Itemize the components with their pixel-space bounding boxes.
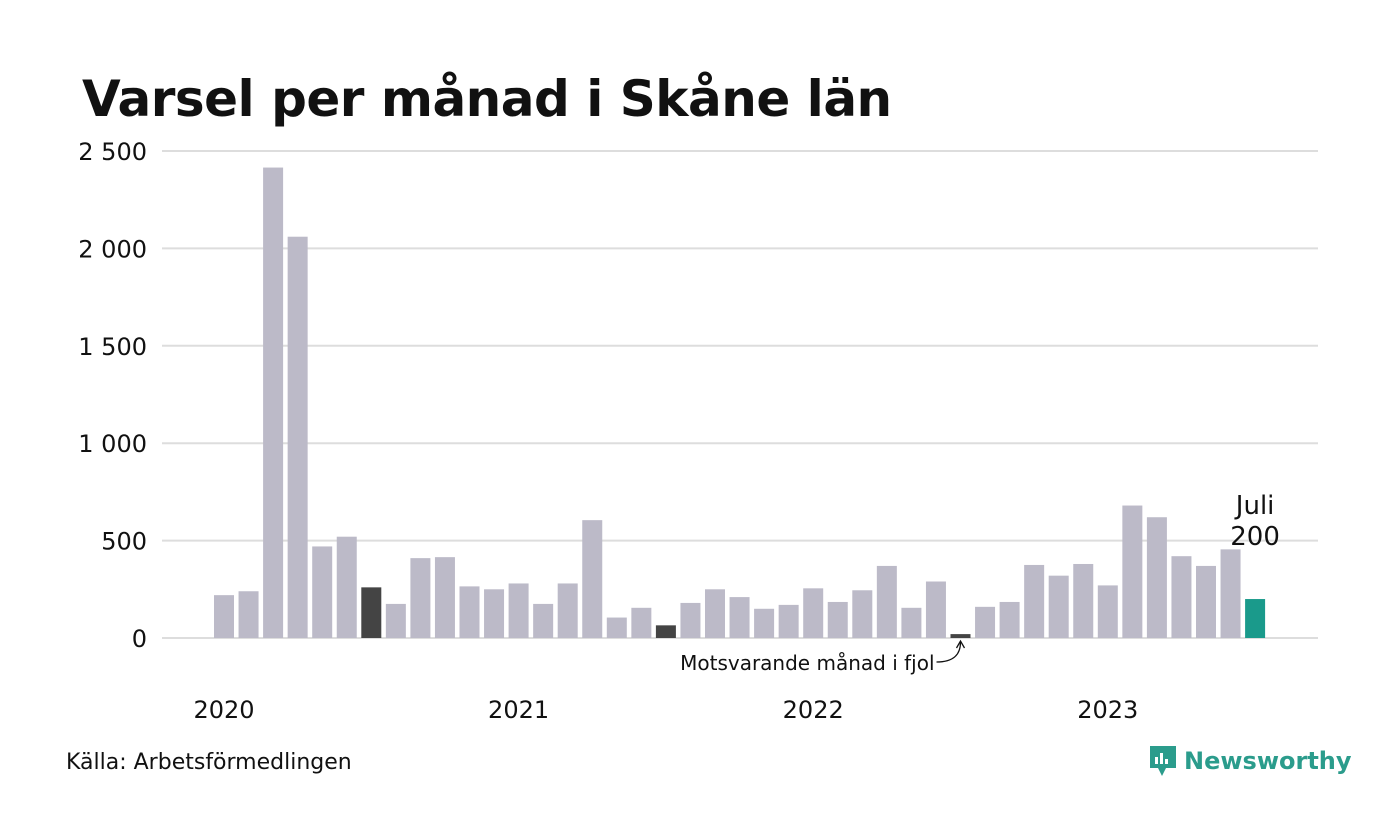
y-tick-label: 2 500 (78, 138, 147, 166)
bar-2023-06 (1220, 549, 1241, 638)
bar-2020-03 (263, 167, 284, 639)
bar-2023-04 (1171, 556, 1192, 638)
bar-2022-04 (876, 565, 897, 638)
bar-2020-07 (361, 587, 382, 638)
bar-2021-03 (557, 583, 578, 638)
x-year-label: 2021 (488, 696, 549, 724)
bar-2023-02 (1122, 505, 1143, 638)
bar-2021-02 (533, 603, 554, 638)
y-axis-ticks: 0 500 1 000 1 500 2 000 2 500 (78, 138, 147, 653)
source-note: Källa: Arbetsförmedlingen (66, 750, 352, 775)
bar-2021-08 (680, 602, 701, 638)
bar-2020-11 (459, 586, 480, 638)
bar-2021-12 (778, 604, 799, 638)
bar-2021-10 (729, 597, 750, 638)
y-tick-label: 500 (101, 528, 147, 556)
bar-2023-07 (1245, 599, 1266, 638)
bar-2022-03 (852, 590, 873, 638)
bar-2022-02 (827, 601, 848, 638)
bar-2022-08 (975, 606, 996, 638)
bar-2020-06 (336, 536, 357, 638)
x-year-label: 2020 (193, 696, 254, 724)
newsworthy-logo-icon (1150, 746, 1176, 776)
bar-2021-05 (606, 617, 627, 638)
annotation-arrowhead (955, 639, 966, 649)
bar-2023-03 (1146, 517, 1167, 638)
prev-year-annotation: Motsvarande månad i fjol (680, 651, 934, 675)
bar-2022-09 (999, 601, 1020, 638)
bar-2022-06 (925, 581, 946, 638)
bar-2021-11 (754, 608, 775, 638)
y-tick-label: 1 500 (78, 333, 147, 361)
x-axis-year-labels: 2020 2021 2022 2023 (193, 696, 1138, 724)
bar-2021-04 (582, 520, 603, 638)
bar-2020-08 (385, 603, 406, 638)
brand-logo: Newsworthy (1148, 744, 1352, 778)
bars (214, 167, 1266, 639)
bar-2020-05 (312, 546, 333, 638)
chart-title: Varsel per månad i Skåne län (82, 70, 892, 128)
gridlines (162, 150, 1318, 639)
bar-2022-12 (1073, 563, 1094, 638)
bar-2020-04 (287, 236, 308, 638)
bar-2021-09 (705, 589, 725, 638)
y-tick-label: 1 000 (78, 430, 147, 458)
bar-2022-11 (1048, 575, 1069, 638)
annotation-arrow (936, 641, 962, 663)
bar-2020-12 (484, 589, 505, 638)
bar-2022-05 (901, 607, 922, 638)
bar-2020-09 (410, 558, 431, 638)
bar-2022-10 (1024, 564, 1045, 638)
bar-2020-01 (214, 595, 234, 638)
bar-2021-07 (655, 625, 676, 638)
bar-2023-01 (1097, 585, 1118, 638)
bar-2020-10 (434, 557, 455, 638)
highlight-value-label: 200 (1230, 522, 1280, 552)
y-tick-label: 2 000 (78, 235, 147, 263)
bar-2021-06 (631, 607, 652, 638)
y-tick-label: 0 (132, 625, 147, 653)
bar-2022-07 (950, 634, 971, 638)
highlight-month-label: Juli (1234, 491, 1275, 521)
bar-2022-01 (803, 588, 824, 638)
bar-2021-01 (508, 583, 529, 638)
x-year-label: 2023 (1077, 696, 1138, 724)
x-year-label: 2022 (783, 696, 844, 724)
brand-name: Newsworthy (1184, 747, 1352, 775)
bar-2023-05 (1196, 565, 1216, 638)
bar-2020-02 (238, 591, 259, 638)
